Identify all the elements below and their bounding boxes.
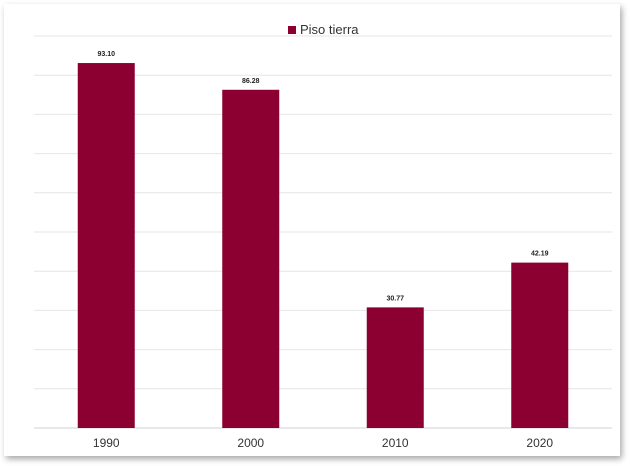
data-label-2020: 42.19 bbox=[531, 251, 549, 258]
data-label-1990: 93.10 bbox=[97, 51, 115, 58]
legend-label: Piso tierra bbox=[300, 22, 359, 37]
legend-swatch bbox=[288, 26, 296, 34]
legend: Piso tierra bbox=[288, 22, 359, 37]
bar-1990 bbox=[77, 63, 135, 428]
bar-2000 bbox=[222, 89, 280, 428]
bar-2020 bbox=[511, 262, 569, 428]
x-tick-label-2010: 2010 bbox=[382, 436, 409, 450]
data-labels: 93.10 86.28 30.77 42.19 bbox=[97, 51, 548, 302]
chart-frame: Piso tierra 93.10 86.28 30.77 42.19 1990 200… bbox=[4, 4, 620, 456]
x-axis-tick-labels: 1990 2000 2010 2020 bbox=[93, 436, 554, 450]
data-label-2010: 30.77 bbox=[386, 295, 404, 302]
bar-chart: Piso tierra 93.10 86.28 30.77 42.19 1990 200… bbox=[34, 22, 612, 450]
x-tick-label-2020: 2020 bbox=[526, 436, 553, 450]
bars bbox=[77, 63, 569, 428]
data-label-2000: 86.28 bbox=[242, 78, 260, 85]
bar-2010 bbox=[366, 307, 424, 428]
x-tick-label-1990: 1990 bbox=[93, 436, 120, 450]
x-tick-label-2000: 2000 bbox=[237, 436, 264, 450]
